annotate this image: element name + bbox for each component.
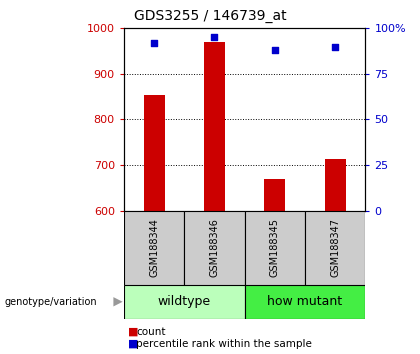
Text: genotype/variation: genotype/variation: [4, 297, 97, 307]
Text: wildtype: wildtype: [158, 295, 211, 308]
Text: GSM188347: GSM188347: [330, 218, 340, 277]
Bar: [264, 179, 286, 211]
Text: count: count: [136, 327, 166, 337]
Bar: [325, 159, 346, 211]
Bar: [244, 285, 365, 319]
Text: ■: ■: [128, 327, 139, 337]
Bar: [184, 211, 244, 285]
Text: GSM188345: GSM188345: [270, 218, 280, 277]
Point: [211, 35, 218, 40]
Text: GDS3255 / 146739_at: GDS3255 / 146739_at: [134, 9, 286, 23]
Polygon shape: [113, 297, 123, 307]
Text: GSM188346: GSM188346: [210, 218, 220, 277]
Text: how mutant: how mutant: [268, 295, 343, 308]
Text: percentile rank within the sample: percentile rank within the sample: [136, 339, 312, 349]
Text: ■: ■: [128, 339, 139, 349]
Bar: [144, 95, 165, 211]
Point: [151, 40, 158, 46]
Bar: [124, 211, 184, 285]
Bar: [204, 42, 225, 211]
Text: GSM188344: GSM188344: [149, 218, 159, 277]
Point: [271, 47, 278, 53]
Bar: [305, 211, 365, 285]
Bar: [244, 211, 305, 285]
Bar: [124, 285, 244, 319]
Point: [332, 44, 339, 49]
